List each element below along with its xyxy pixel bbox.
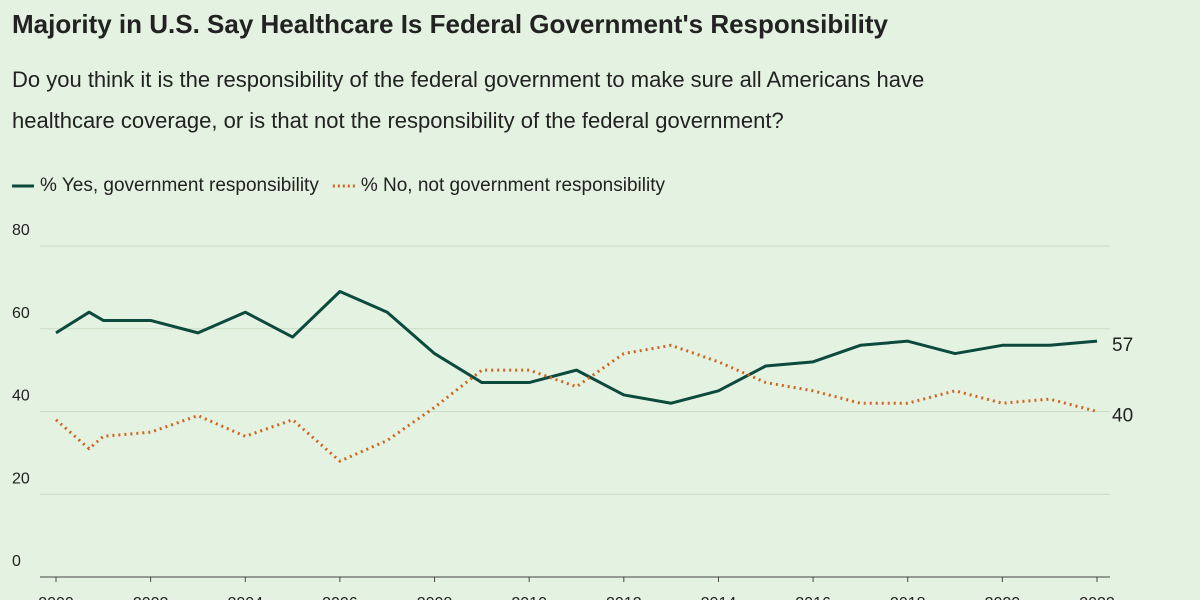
x-tick-label: 2020 <box>985 595 1021 600</box>
x-tick-label: 2004 <box>227 595 263 600</box>
data-line <box>55 290 1098 405</box>
y-tick-label: 20 <box>12 470 30 487</box>
y-tick-label: 40 <box>12 388 30 405</box>
end-label: 57 <box>1112 335 1133 356</box>
y-tick-label: 80 <box>12 222 30 239</box>
legend-label: % No, not government responsibility <box>361 175 666 196</box>
x-tick-label: 2014 <box>701 595 737 600</box>
x-tick-label: 2016 <box>795 595 831 600</box>
end-label: 40 <box>1112 406 1133 427</box>
x-tick-label: 2010 <box>511 595 547 600</box>
y-tick-label: 0 <box>12 553 21 570</box>
x-tick-label: 2018 <box>890 595 926 600</box>
subtitle: Do you think it is the responsibility of… <box>12 67 924 92</box>
chart-title: Majority in U.S. Say Healthcare Is Feder… <box>12 9 889 39</box>
subtitle: healthcare coverage, or is that not the … <box>12 108 784 133</box>
x-tick-label: 2002 <box>133 595 169 600</box>
y-tick-label: 60 <box>12 305 30 322</box>
x-tick-label: 2008 <box>417 595 453 600</box>
x-tick-label: 2006 <box>322 595 358 600</box>
legend-label: % Yes, government responsibility <box>40 175 319 196</box>
x-tick-label: 2022 <box>1079 595 1115 600</box>
x-tick-label: 2000 <box>38 595 74 600</box>
x-tick-label: 2012 <box>606 595 642 600</box>
